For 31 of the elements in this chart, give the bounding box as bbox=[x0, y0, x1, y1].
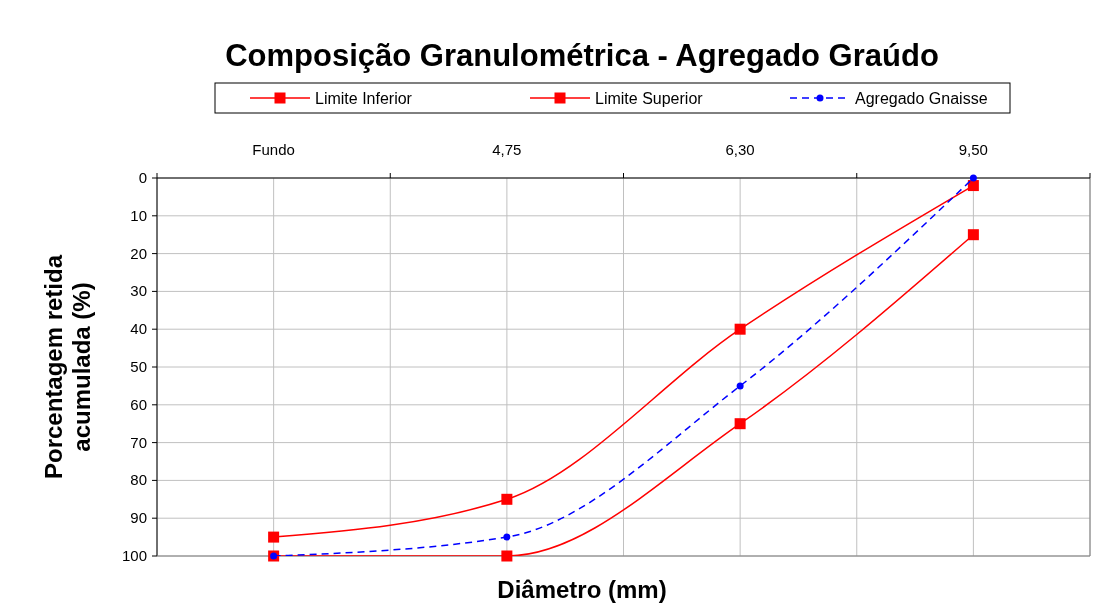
y-axis-title: Porcentagem retida acumulada (%) bbox=[40, 254, 95, 480]
y-tick-label: 70 bbox=[130, 433, 147, 451]
y-tick-label: 50 bbox=[130, 358, 147, 375]
point bbox=[967, 229, 979, 241]
y-tick-label: 60 bbox=[130, 395, 147, 413]
y-tick-label: 30 bbox=[130, 282, 147, 300]
y-tick-label: 10 bbox=[130, 206, 147, 224]
y-tick-label: 80 bbox=[130, 471, 147, 489]
legend-label: Agregado Gnaisse bbox=[855, 90, 988, 107]
y-tick-label: 20 bbox=[130, 244, 147, 262]
point bbox=[736, 382, 744, 390]
x-tick-label: 6,30 bbox=[725, 141, 755, 158]
chart-title: Composição Granulométrica - Agregado Graúdo bbox=[225, 38, 939, 73]
legend-label: Limite Inferior bbox=[315, 90, 413, 107]
x-tick-label: 9,50 bbox=[958, 141, 988, 158]
x-tick-label: Fundo bbox=[252, 141, 295, 158]
point bbox=[969, 174, 977, 182]
y-tick-label: 0 bbox=[138, 169, 147, 186]
legend-label: Limite Superior bbox=[595, 90, 704, 107]
point bbox=[503, 533, 511, 541]
point bbox=[734, 418, 746, 430]
y-tick-label: 90 bbox=[130, 509, 147, 527]
x-tick-label: 4,75 bbox=[492, 141, 522, 158]
point bbox=[967, 180, 979, 192]
y-tick-label: 100 bbox=[121, 547, 147, 564]
x-axis-title: Diâmetro (mm) bbox=[497, 576, 667, 603]
point bbox=[734, 323, 746, 335]
point bbox=[501, 550, 513, 562]
point bbox=[501, 493, 513, 505]
y-tick-label: 40 bbox=[130, 320, 147, 338]
point bbox=[268, 531, 280, 543]
